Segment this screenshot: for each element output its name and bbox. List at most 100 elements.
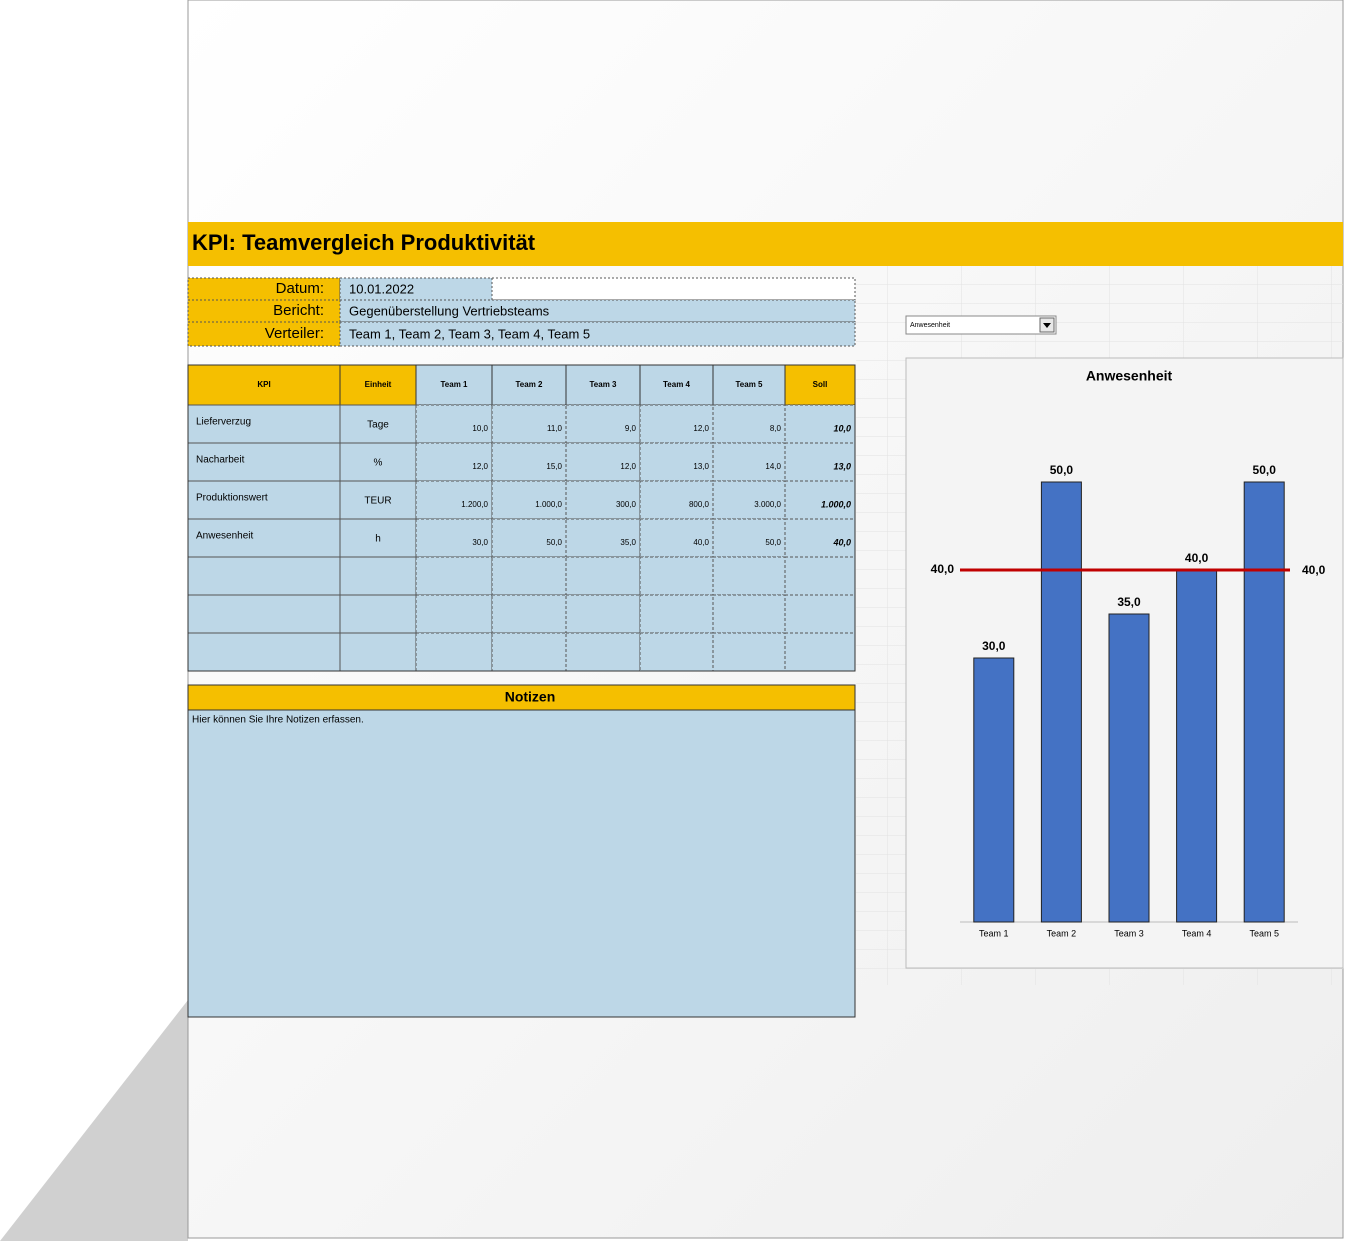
table-cell — [639, 442, 714, 482]
bar — [1243, 481, 1285, 923]
unit: TEUR — [364, 496, 391, 507]
table-cell — [415, 556, 493, 596]
team-value: 14,0 — [765, 462, 781, 471]
header-cell — [339, 364, 417, 406]
table-cell — [565, 632, 641, 672]
team-value: 13,0 — [693, 462, 709, 471]
title: KPI: Teamvergleich Produktivität — [192, 230, 536, 255]
table-cell — [712, 632, 786, 672]
table-cell — [415, 594, 493, 634]
team-value: 35,0 — [620, 538, 636, 547]
table-cell — [565, 518, 641, 558]
table-cell — [712, 480, 786, 520]
info-value: Team 1, Team 2, Team 3, Team 4, Team 5 — [349, 326, 590, 341]
team-value: 12,0 — [472, 462, 488, 471]
dropdown-value: Anwesenheit — [910, 322, 950, 329]
table-cell — [565, 556, 641, 596]
notes-title: Notizen — [505, 689, 556, 705]
table-cell — [491, 480, 567, 520]
bar — [1176, 569, 1218, 923]
team-value: 300,0 — [616, 500, 637, 509]
x-tick-label: Team 5 — [1249, 928, 1279, 938]
x-tick-label: Team 1 — [979, 928, 1009, 938]
table-cell — [415, 404, 493, 444]
team-value: 800,0 — [689, 500, 710, 509]
notes-header — [187, 684, 856, 711]
shadow — [0, 1000, 188, 1241]
x-tick-label: Team 2 — [1047, 928, 1077, 938]
kpi-name: Anwesenheit — [196, 531, 253, 542]
table-cell — [491, 556, 567, 596]
column-header: KPI — [257, 380, 270, 389]
target-value: 40,0 — [832, 537, 851, 547]
unit: % — [374, 458, 383, 469]
team-value: 3.000,0 — [754, 500, 781, 509]
bar — [1108, 613, 1150, 923]
unit: h — [375, 534, 381, 545]
kpi-name: Lieferverzug — [196, 417, 251, 428]
table-cell — [187, 404, 341, 444]
column-header: Einheit — [365, 380, 392, 389]
title-bar — [188, 222, 1343, 266]
table-cell — [491, 594, 567, 634]
table-cell — [712, 594, 786, 634]
column-header: Team 5 — [736, 380, 764, 389]
table-cell — [565, 594, 641, 634]
info-label: Bericht: — [273, 302, 324, 319]
table-cell — [339, 404, 417, 444]
team-value: 30,0 — [472, 538, 488, 547]
info-label-cell — [187, 321, 341, 347]
table-cell — [491, 632, 567, 672]
team-value: 50,0 — [546, 538, 562, 547]
data-label: 50,0 — [1253, 463, 1277, 477]
notes-text: Hier können Sie Ihre Notizen erfassen. — [192, 715, 364, 726]
dropdown-arrow — [1043, 323, 1051, 328]
table-cell — [415, 442, 493, 482]
column-header: Team 1 — [441, 380, 469, 389]
team-value: 8,0 — [770, 424, 782, 433]
target-value: 13,0 — [833, 461, 851, 471]
table-cell — [339, 594, 417, 634]
column-header: Team 4 — [663, 380, 691, 389]
team-value: 12,0 — [693, 424, 709, 433]
table-border — [187, 364, 856, 672]
data-label: 50,0 — [1050, 463, 1074, 477]
column-header: Team 3 — [590, 380, 618, 389]
table-cell — [639, 556, 714, 596]
dropdown[interactable] — [905, 315, 1057, 335]
table-cell — [639, 404, 714, 444]
table-cell — [187, 480, 341, 520]
table-cell — [784, 632, 856, 672]
table-cell — [187, 556, 341, 596]
table-cell — [491, 404, 567, 444]
data-label: 30,0 — [982, 639, 1006, 653]
x-tick-label: Team 3 — [1114, 928, 1144, 938]
table-cell — [339, 556, 417, 596]
table-cell — [784, 594, 856, 634]
chart-title: Anwesenheit — [1086, 368, 1173, 384]
team-value: 10,0 — [472, 424, 488, 433]
info-label: Datum: — [276, 280, 324, 297]
table-cell — [639, 632, 714, 672]
table-cell — [784, 480, 856, 520]
kpi-name: Produktionswert — [196, 493, 268, 504]
table-cell — [712, 518, 786, 558]
data-label: 35,0 — [1117, 595, 1141, 609]
header-cell — [491, 364, 567, 406]
table-cell — [187, 442, 341, 482]
table-cell — [639, 594, 714, 634]
team-value: 1.000,0 — [535, 500, 562, 509]
team-value: 9,0 — [625, 424, 637, 433]
header-cell — [415, 364, 493, 406]
team-value: 15,0 — [546, 462, 562, 471]
table-cell — [187, 594, 341, 634]
team-value: 11,0 — [547, 424, 563, 433]
kpi-name: Nacharbeit — [196, 455, 245, 466]
table-cell — [639, 480, 714, 520]
unit: Tage — [367, 420, 389, 431]
info-value: 10.01.2022 — [349, 281, 414, 296]
table-cell — [415, 518, 493, 558]
target-value: 10,0 — [833, 423, 851, 433]
notes-area — [187, 709, 856, 1018]
